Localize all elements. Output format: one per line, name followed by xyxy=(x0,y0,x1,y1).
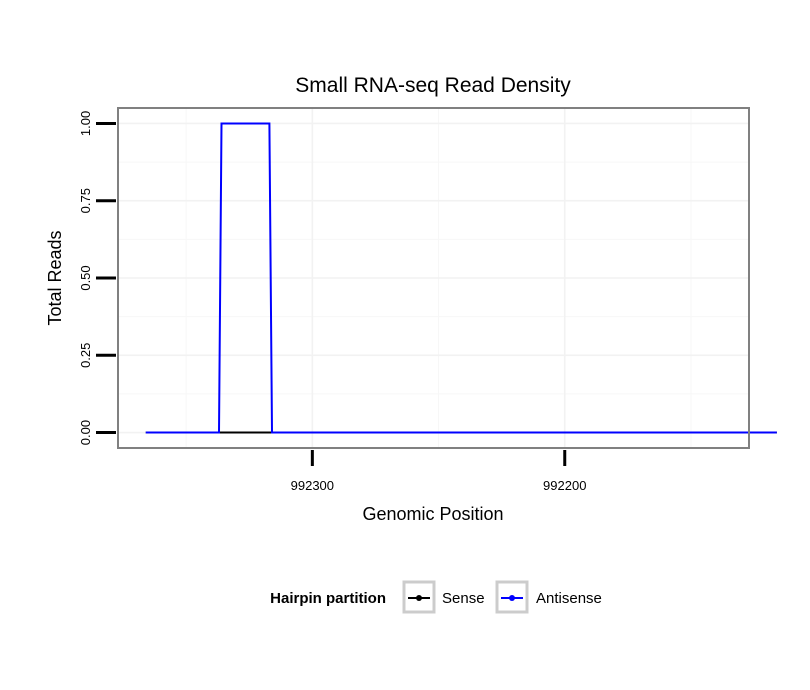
y-axis-label: Total Reads xyxy=(45,230,65,325)
legend-label-sense: Sense xyxy=(442,590,485,607)
series-layer xyxy=(145,122,777,434)
x-axis: 992300 992200 xyxy=(291,450,586,493)
y-tick-label: 0.00 xyxy=(78,420,93,445)
plot-panel-border xyxy=(117,107,750,449)
legend-title: Hairpin partition xyxy=(270,590,386,607)
legend-key-sense-point xyxy=(416,595,422,601)
x-axis-label: Genomic Position xyxy=(362,504,503,524)
legend-label-antisense: Antisense xyxy=(536,590,602,607)
y-axis: 0.00 0.25 0.50 0.75 1.00 xyxy=(78,111,116,445)
x-tick-label: 992300 xyxy=(291,478,334,493)
y-tick-label: 1.00 xyxy=(78,111,93,136)
x-tick-label: 992200 xyxy=(543,478,586,493)
chart-title: Small RNA-seq Read Density xyxy=(295,74,571,97)
plot-panel xyxy=(117,107,777,449)
legend: Hairpin partition Sense Antisense xyxy=(270,580,602,614)
series-line-antisense xyxy=(145,122,777,434)
y-tick-label: 0.50 xyxy=(78,265,93,290)
legend-key-antisense-point xyxy=(509,595,515,601)
y-tick-label: 0.75 xyxy=(78,188,93,213)
y-tick-label: 0.25 xyxy=(78,343,93,368)
